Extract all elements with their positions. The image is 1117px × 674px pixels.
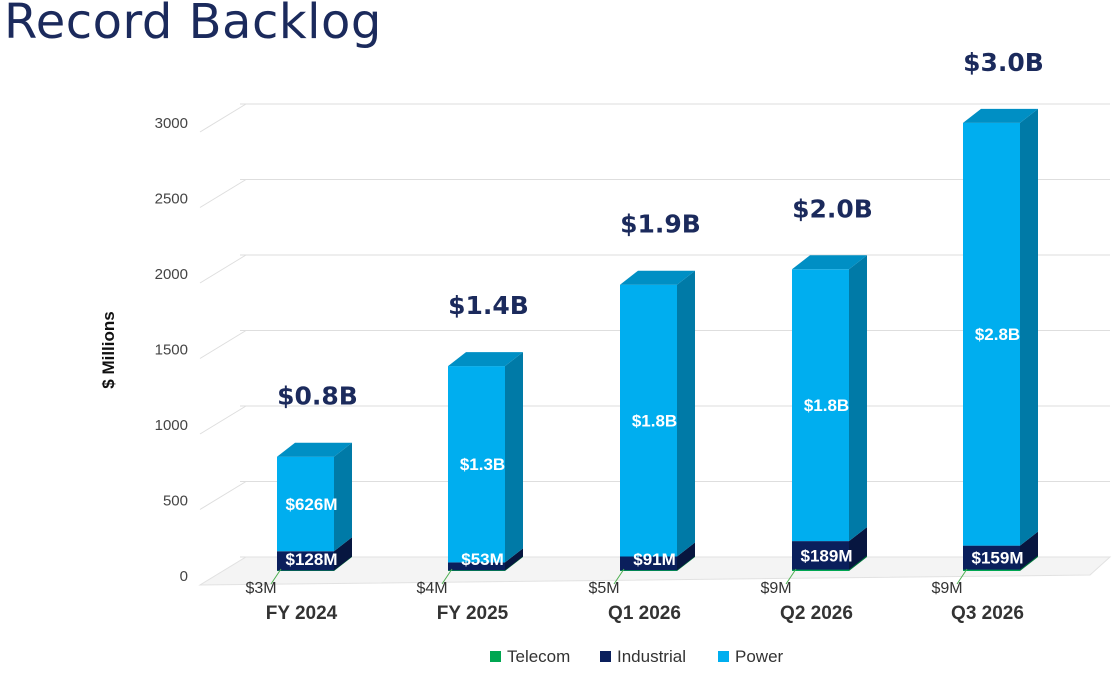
bar-industrial-front — [448, 562, 505, 571]
y-tick-label: 1500 — [155, 342, 188, 359]
bar-industrial-front — [620, 556, 677, 571]
bar-power-front — [277, 456, 334, 552]
bar-industrial-side — [1020, 531, 1038, 570]
telecom-leader-line — [956, 568, 968, 585]
y-tick-label: 500 — [163, 493, 188, 510]
page-title: Record Backlog — [4, 0, 382, 50]
telecom-leader-line — [270, 568, 282, 585]
grid-side-line — [199, 481, 247, 510]
power-data-label: $1.8B — [804, 396, 849, 415]
industrial-data-label: $53M — [461, 550, 504, 569]
bar-top-cap — [620, 270, 695, 285]
bar-top-cap — [277, 442, 352, 457]
total-data-label: $1.4B — [448, 291, 529, 320]
grid-side-line — [199, 330, 247, 359]
telecom-data-label: $9M — [760, 580, 791, 597]
bar-top-cap — [448, 352, 523, 367]
bar-top-cap — [963, 108, 1038, 123]
legend-swatch-industrial — [600, 651, 611, 662]
x-category-label: Q1 2026 — [608, 603, 681, 624]
bar-power-side — [849, 255, 867, 542]
bar-power-front — [963, 122, 1020, 546]
industrial-data-label: $91M — [633, 550, 676, 569]
grid-side-line — [199, 405, 247, 435]
legend-swatch-power — [718, 651, 729, 662]
telecom-data-label: $4M — [416, 580, 447, 597]
telecom-leader-line — [613, 568, 625, 585]
total-data-label: $3.0B — [963, 48, 1044, 77]
grid-side-line — [199, 179, 247, 208]
grid-side-line — [199, 103, 247, 133]
telecom-data-label: $3M — [245, 580, 276, 597]
bar-industrial-front — [963, 545, 1020, 570]
legend-swatch-telecom — [490, 651, 501, 662]
telecom-leader-line — [785, 568, 797, 585]
bar-power-side — [334, 442, 352, 552]
y-tick-label: 0 — [180, 568, 188, 585]
telecom-data-label: $5M — [588, 580, 619, 597]
bar-power-side — [505, 352, 523, 563]
bar-industrial-side — [677, 542, 695, 571]
total-data-label: $0.8B — [277, 382, 358, 411]
power-data-label: $2.8B — [975, 325, 1020, 344]
total-data-label: $1.9B — [620, 210, 701, 239]
power-data-label: $626M — [286, 495, 338, 514]
bar-power-front — [620, 284, 677, 557]
legend-label-power: Power — [735, 647, 784, 666]
bar-industrial-side — [849, 527, 867, 570]
bar-industrial-front — [277, 551, 334, 571]
legend-label-industrial: Industrial — [617, 647, 686, 666]
x-category-label: Q2 2026 — [780, 603, 853, 624]
telecom-data-label: $9M — [931, 580, 962, 597]
bar-power-side — [677, 270, 695, 557]
industrial-data-label: $189M — [801, 546, 853, 565]
power-data-label: $1.8B — [632, 412, 677, 431]
bar-industrial-front — [792, 541, 849, 570]
bar-power-side — [1020, 108, 1038, 546]
bar-power-front — [792, 269, 849, 542]
y-tick-label: 1000 — [155, 417, 188, 434]
y-tick-label: 3000 — [155, 115, 188, 132]
bar-top-cap — [792, 255, 867, 270]
grid-side-line — [199, 254, 247, 284]
telecom-leader-line — [441, 568, 453, 585]
bar-industrial-side — [505, 548, 523, 571]
legend-label-telecom: Telecom — [507, 647, 570, 666]
x-category-label: Q3 2026 — [951, 603, 1024, 624]
x-category-label: FY 2025 — [437, 603, 509, 624]
industrial-data-label: $128M — [286, 550, 338, 569]
x-category-label: FY 2024 — [266, 603, 338, 624]
y-tick-label: 2000 — [155, 266, 188, 283]
y-tick-label: 2500 — [155, 191, 188, 208]
bar-power-front — [448, 366, 505, 563]
industrial-data-label: $159M — [972, 549, 1024, 568]
power-data-label: $1.3B — [460, 455, 505, 474]
y-axis-label: $ Millions — [99, 311, 118, 388]
total-data-label: $2.0B — [792, 194, 873, 223]
bar-industrial-side — [334, 537, 352, 571]
